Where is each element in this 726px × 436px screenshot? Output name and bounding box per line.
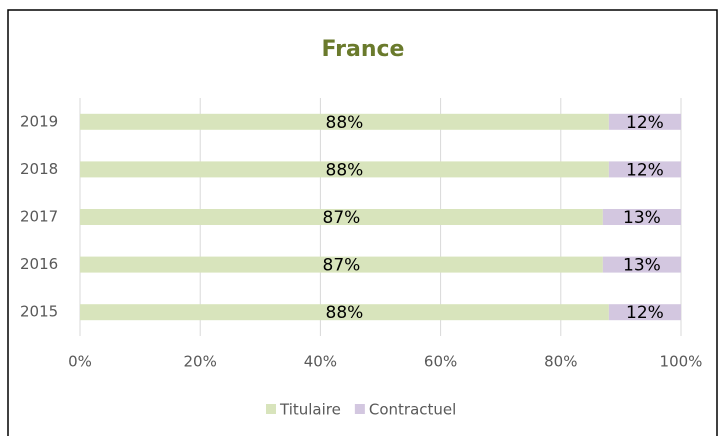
bar-segment (608, 113, 681, 130)
data-label: 12% (626, 113, 664, 133)
data-label: 87% (323, 208, 361, 228)
data-label: 13% (623, 256, 661, 276)
y-tick-label: 2015 (20, 303, 58, 321)
x-tick-label: 60% (424, 353, 457, 371)
x-tick-label: 80% (544, 353, 577, 371)
data-label: 88% (326, 113, 364, 133)
bar-segment (602, 256, 681, 273)
legend-swatch (354, 404, 365, 414)
y-tick-label: 2016 (20, 255, 58, 273)
data-label: 12% (626, 303, 664, 323)
x-tick-label: 0% (68, 353, 92, 371)
y-tick-label: 2017 (20, 208, 58, 226)
bar-segment (80, 113, 609, 130)
data-label: 88% (326, 303, 364, 323)
x-tick-label: 20% (184, 353, 217, 371)
legend-label: Titulaire (279, 401, 341, 419)
x-tick-label: 100% (660, 353, 703, 371)
bar-segment (602, 209, 681, 225)
bar-segment (608, 304, 681, 321)
data-label: 13% (623, 208, 661, 228)
bar-segment (80, 256, 603, 273)
legend-swatch (266, 404, 276, 414)
x-tick-label: 40% (304, 353, 337, 371)
bar-segment (80, 161, 609, 178)
data-label: 87% (323, 256, 361, 276)
data-label: 12% (626, 160, 664, 180)
bar-segment (80, 304, 609, 321)
y-tick-label: 2019 (20, 112, 58, 130)
data-label: 88% (326, 160, 364, 180)
chart-title: France (322, 37, 405, 62)
y-tick-label: 2018 (20, 160, 58, 178)
bar-segment (80, 209, 603, 225)
legend-label: Contractuel (369, 401, 456, 419)
bar-segment (608, 161, 681, 178)
